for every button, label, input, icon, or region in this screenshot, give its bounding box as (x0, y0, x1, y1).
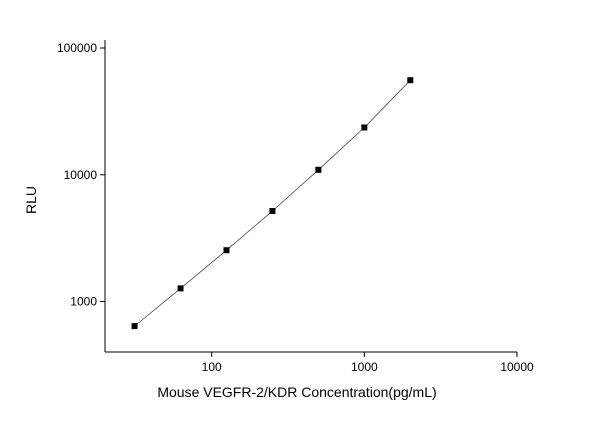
x-tick-label: 100 (202, 360, 222, 374)
y-axis-label: RLU (23, 186, 39, 214)
data-point (407, 77, 414, 84)
data-point (315, 166, 322, 173)
y-tick-label: 100000 (57, 41, 97, 55)
x-axis-label: Mouse VEGFR-2/KDR Concentration(pg/mL) (157, 384, 436, 400)
x-tick-label: 1000 (351, 360, 378, 374)
data-point (269, 207, 276, 214)
fit-line (134, 79, 411, 327)
data-point (223, 247, 230, 254)
data-point (177, 285, 184, 292)
data-point (131, 323, 138, 330)
x-tick-label: 10000 (500, 360, 534, 374)
y-tick-label: 10000 (64, 168, 98, 182)
y-tick-label: 1000 (70, 295, 97, 309)
data-point (361, 124, 368, 131)
